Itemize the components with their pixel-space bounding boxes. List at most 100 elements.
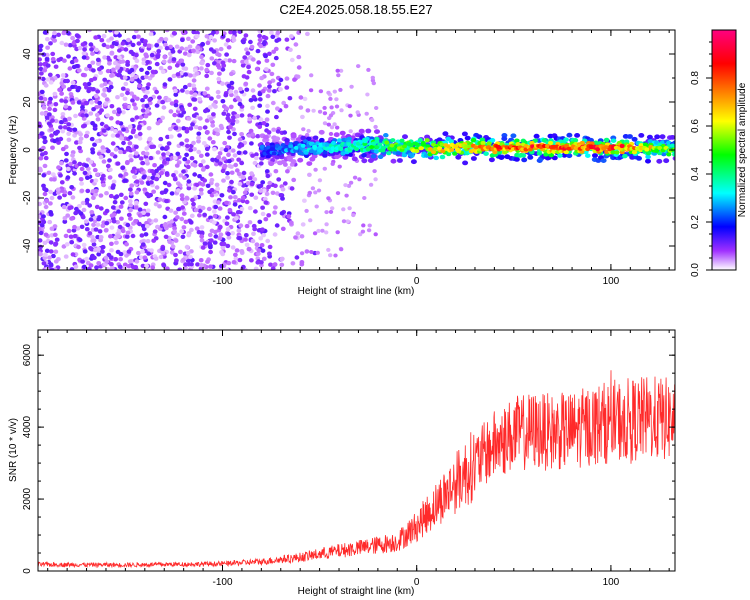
spectrogram-noise-cell (56, 32, 61, 37)
spectrogram-signal-cell (564, 143, 569, 148)
spectrogram-noise-cell (192, 147, 197, 152)
spectrogram-noise-cell (247, 113, 253, 118)
spectrogram-signal-cell (461, 131, 468, 137)
spectrogram-noise-cell (288, 220, 294, 225)
spectrogram-noise-cell (66, 126, 72, 132)
spectrogram-noise-cell (258, 117, 264, 122)
spectrogram-noise-cell (186, 179, 192, 184)
spectrogram-signal-cell (300, 143, 306, 148)
spectrogram-noise-cell (256, 248, 262, 253)
spectrogram-noise-cell (240, 59, 246, 64)
spectrogram-noise-cell (76, 100, 82, 105)
spectrogram-noise-cell (63, 42, 69, 47)
spectrogram-noise-cell (334, 104, 340, 109)
spectrogram-noise-cell (217, 71, 222, 76)
spectrogram-noise-cell (109, 262, 114, 267)
spectrogram-noise-cell (228, 124, 233, 130)
snr-x-tick-label: -100 (212, 577, 232, 588)
spectrogram-signal-cell (322, 150, 328, 155)
spectrogram-noise-cell (284, 85, 290, 90)
spectrogram-noise-cell (38, 238, 43, 243)
spectrogram-noise-cell (186, 186, 192, 191)
spectrogram-noise-cell (144, 224, 150, 229)
spectrogram-noise-cell (160, 250, 166, 255)
spectrogram-noise-cell (81, 116, 87, 121)
spectrogram-noise-cell (248, 98, 254, 103)
spectrogram-noise-cell (199, 238, 205, 243)
spectrogram-noise-cell (241, 74, 247, 79)
spectrogram-noise-cell (47, 72, 53, 78)
spectrogram-signal-cell (380, 145, 386, 150)
spectrogram-noise-cell (106, 88, 112, 93)
spectrogram-noise-cell (130, 42, 136, 48)
spectrogram-noise-cell (249, 258, 254, 263)
spectrogram-noise-cell (183, 46, 189, 52)
spectrogram-signal-cell (358, 128, 365, 134)
spectrogram-noise-cell (305, 31, 310, 37)
spectrogram-noise-cell (229, 170, 235, 175)
spectrogram-noise-cell (153, 202, 159, 207)
spectrogram-noise-cell (83, 219, 89, 224)
spectrogram-signal-cell (386, 151, 392, 156)
spectrogram-noise-cell (204, 152, 210, 157)
spectrogram-noise-cell (186, 36, 191, 41)
spectrogram-noise-cell (84, 200, 89, 205)
spectrogram-signal-cell (622, 153, 628, 159)
spectrogram-noise-cell (192, 186, 198, 191)
spectrogram-noise-cell (332, 89, 337, 94)
spectrogram-noise-cell (215, 89, 221, 95)
spectrogram-noise-cell (38, 43, 44, 49)
spectrogram-noise-cell (322, 121, 328, 126)
spectrogram-signal-cell (312, 144, 318, 149)
spectrogram-noise-cell (243, 233, 249, 238)
spectrogram-noise-cell (191, 113, 197, 118)
spectrogram-noise-cell (272, 232, 278, 237)
spectrogram-signal-cell (610, 150, 616, 155)
spectrogram-noise-cell (91, 68, 96, 73)
spectrogram-signal-cell (551, 149, 557, 154)
spectrogram-noise-cell (308, 218, 313, 223)
spectrogram-noise-cell (240, 63, 246, 68)
spectrogram-noise-cell (143, 94, 149, 100)
spectrogram-noise-cell (317, 178, 323, 183)
spectrogram-noise-cell (272, 89, 277, 94)
spectrogram-noise-cell (228, 89, 234, 94)
spectrogram-noise-cell (127, 124, 133, 129)
spectrogram-noise-cell (333, 253, 338, 258)
spectrogram-noise-cell (257, 83, 262, 88)
spectrogram-noise-cell (80, 200, 86, 206)
spectrogram-noise-cell (92, 255, 97, 260)
spectrogram-noise-cell (335, 125, 340, 130)
spectrogram-noise-cell (86, 81, 92, 87)
spectrogram-noise-cell (313, 167, 318, 172)
spectrogram-noise-cell (52, 38, 57, 43)
spectrogram-noise-cell (128, 191, 134, 196)
spectrogram-noise-cell (180, 37, 185, 43)
spectrogram-noise-cell (114, 41, 119, 47)
spectrogram-noise-cell (140, 160, 146, 166)
spectrogram-noise-cell (59, 81, 65, 86)
spectrogram-noise-cell (260, 89, 266, 94)
spectrogram-noise-cell (38, 201, 42, 207)
spectrogram-noise-cell (139, 233, 145, 238)
spectrogram-noise-cell (81, 264, 87, 269)
spectrogram-noise-cell (80, 113, 86, 118)
spectrogram-noise-cell (47, 112, 52, 117)
spectrogram-signal-cell (470, 148, 476, 153)
spectrogram-noise-cell (107, 30, 113, 33)
spectrogram-noise-cell (164, 266, 170, 270)
spectrogram-noise-cell (171, 173, 176, 178)
spectrogram-signal-cell (669, 143, 675, 148)
spectrogram-noise-cell (200, 167, 206, 172)
spectrogram-noise-cell (233, 256, 239, 261)
spectrogram-noise-cell (130, 169, 136, 174)
spectrogram-noise-cell (253, 266, 259, 270)
spectrogram-signal-cell (566, 146, 572, 151)
spectrogram-noise-cell (249, 181, 255, 187)
spectrogram-noise-cell (237, 257, 243, 263)
spectrogram-noise-cell (97, 67, 102, 72)
spectrogram-noise-cell (278, 87, 283, 92)
spectrogram-noise-cell (128, 49, 134, 55)
spectrogram-noise-cell (175, 215, 180, 220)
spectrogram-noise-cell (200, 159, 206, 164)
